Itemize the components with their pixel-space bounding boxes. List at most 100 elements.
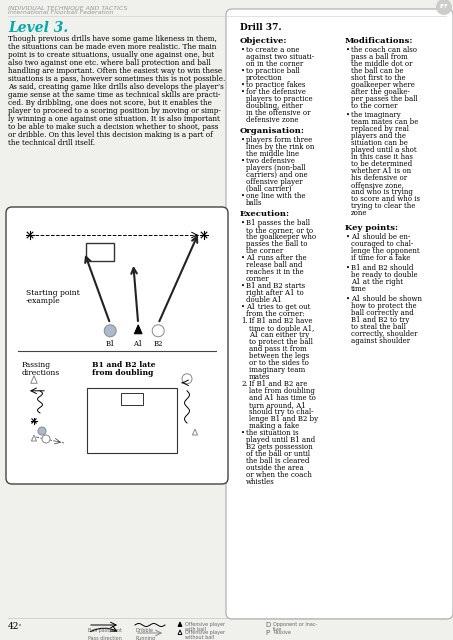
Text: (ball carrier): (ball carrier) bbox=[246, 185, 291, 193]
Text: 2.: 2. bbox=[241, 380, 248, 388]
Text: Running: Running bbox=[135, 636, 155, 640]
Text: lenge B1 and B2 by: lenge B1 and B2 by bbox=[249, 415, 318, 423]
Text: players and the: players and the bbox=[351, 132, 406, 140]
Text: Opponent or inac-: Opponent or inac- bbox=[273, 622, 317, 627]
Text: Drill 37.: Drill 37. bbox=[240, 23, 282, 32]
Text: Offensive player: Offensive player bbox=[185, 630, 225, 635]
Text: Starting point: Starting point bbox=[26, 289, 80, 297]
Text: A1 should be en-: A1 should be en- bbox=[351, 233, 410, 241]
Text: players form three: players form three bbox=[246, 136, 312, 144]
Text: if time for a fake: if time for a fake bbox=[351, 254, 410, 262]
Text: Though previous drills have some game likeness in them,: Though previous drills have some game li… bbox=[8, 35, 217, 43]
Polygon shape bbox=[134, 325, 142, 334]
Text: Passive: Passive bbox=[273, 630, 291, 635]
Text: to score and who is: to score and who is bbox=[351, 195, 420, 203]
Text: against two situati-: against two situati- bbox=[246, 53, 314, 61]
Text: balls: balls bbox=[246, 199, 262, 207]
Text: -example: -example bbox=[26, 297, 61, 305]
Text: B2: B2 bbox=[154, 340, 163, 348]
Text: ball correctly and: ball correctly and bbox=[351, 309, 414, 317]
Text: late from doubling: late from doubling bbox=[249, 387, 315, 395]
Text: •: • bbox=[346, 264, 350, 272]
Text: player to proceed to a scoring position by moving or simp-: player to proceed to a scoring position … bbox=[8, 107, 221, 115]
Text: to be able to make such a decision whether to shoot, pass: to be able to make such a decision wheth… bbox=[8, 123, 218, 131]
Text: to steal the ball: to steal the ball bbox=[351, 323, 406, 331]
Text: one line with the: one line with the bbox=[246, 192, 305, 200]
Text: •: • bbox=[18, 622, 22, 630]
Text: doubling, either: doubling, either bbox=[246, 102, 303, 110]
Text: two defensive: two defensive bbox=[246, 157, 295, 165]
Text: the middle dot or: the middle dot or bbox=[351, 60, 413, 68]
Text: •: • bbox=[241, 192, 245, 200]
Text: whether A1 is on: whether A1 is on bbox=[351, 167, 411, 175]
FancyBboxPatch shape bbox=[6, 207, 228, 484]
Text: the goalkeeper who: the goalkeeper who bbox=[246, 233, 316, 241]
Text: right after A1 to: right after A1 to bbox=[246, 289, 304, 297]
Text: B1 passes the ball: B1 passes the ball bbox=[246, 219, 310, 227]
Circle shape bbox=[38, 427, 46, 435]
Text: players (non-ball: players (non-ball bbox=[246, 164, 305, 172]
Text: imaginary team: imaginary team bbox=[249, 366, 305, 374]
Text: reaches it in the: reaches it in the bbox=[246, 268, 304, 276]
Text: B1 and B2 to try: B1 and B2 to try bbox=[351, 316, 410, 324]
Text: Offensive player: Offensive player bbox=[185, 622, 225, 627]
Text: zone: zone bbox=[351, 209, 367, 217]
Text: per passes the ball: per passes the ball bbox=[351, 95, 418, 103]
Text: to the corner, or to: to the corner, or to bbox=[246, 226, 313, 234]
Text: handling are important. Often the easiest way to win these: handling are important. Often the easies… bbox=[8, 67, 222, 75]
Text: Execution:: Execution: bbox=[240, 210, 290, 218]
Text: lines by the rink on: lines by the rink on bbox=[246, 143, 314, 151]
Text: be ready to double: be ready to double bbox=[351, 271, 418, 279]
Text: •: • bbox=[241, 81, 245, 89]
Text: corner: corner bbox=[246, 275, 270, 283]
Text: to the corner: to the corner bbox=[351, 102, 397, 110]
Text: mates: mates bbox=[249, 373, 270, 381]
Text: IFF: IFF bbox=[440, 4, 448, 10]
Text: ly winning a one against one situation. It is also important: ly winning a one against one situation. … bbox=[8, 115, 220, 123]
Text: A1 tries to get out: A1 tries to get out bbox=[246, 303, 310, 311]
Text: replaced by real: replaced by real bbox=[351, 125, 409, 133]
Text: the situation is: the situation is bbox=[246, 429, 299, 437]
Text: the ball is cleared: the ball is cleared bbox=[246, 457, 309, 465]
Text: A1: A1 bbox=[134, 340, 143, 348]
Text: to protect the ball: to protect the ball bbox=[249, 338, 313, 346]
Text: Objective:: Objective: bbox=[240, 37, 288, 45]
Text: Passing: Passing bbox=[22, 361, 51, 369]
Text: for the defensive: for the defensive bbox=[246, 88, 306, 96]
Polygon shape bbox=[193, 429, 198, 435]
Text: release ball and: release ball and bbox=[246, 261, 302, 269]
Text: on in the corner: on in the corner bbox=[246, 60, 303, 68]
Text: between the legs: between the legs bbox=[249, 352, 309, 360]
Text: from doubling: from doubling bbox=[92, 369, 154, 377]
Text: •: • bbox=[241, 254, 245, 262]
Text: situation can be: situation can be bbox=[351, 139, 408, 147]
Circle shape bbox=[152, 325, 164, 337]
Text: Key points:: Key points: bbox=[345, 224, 398, 232]
Text: against shoulder: against shoulder bbox=[351, 337, 410, 345]
Text: whistles: whistles bbox=[246, 478, 275, 486]
Text: INDIVIDUAL TECHNIQUE AND TACTICS: INDIVIDUAL TECHNIQUE AND TACTICS bbox=[8, 5, 127, 10]
Text: B1 and B2 late: B1 and B2 late bbox=[92, 361, 156, 369]
Text: Pass direction: Pass direction bbox=[88, 636, 122, 640]
Text: •: • bbox=[241, 46, 245, 54]
Polygon shape bbox=[178, 622, 182, 627]
Text: the ball can be: the ball can be bbox=[351, 67, 404, 75]
Text: A1 at the right: A1 at the right bbox=[351, 278, 403, 286]
Text: without ball: without ball bbox=[185, 635, 214, 640]
Text: shot first to the: shot first to the bbox=[351, 74, 405, 82]
Text: pass a ball from: pass a ball from bbox=[351, 53, 408, 61]
Text: As said, creating game like drills also develops the player’s: As said, creating game like drills also … bbox=[8, 83, 224, 91]
Text: the imaginary: the imaginary bbox=[351, 111, 401, 119]
Polygon shape bbox=[31, 435, 37, 441]
Text: should try to chal-: should try to chal- bbox=[249, 408, 313, 416]
Text: trying to clear the: trying to clear the bbox=[351, 202, 415, 210]
Text: game sense at the same time as technical skills are practi-: game sense at the same time as technical… bbox=[8, 91, 221, 99]
Text: •: • bbox=[241, 282, 245, 290]
Text: B1 and B2 starts: B1 and B2 starts bbox=[246, 282, 305, 290]
Text: 1.: 1. bbox=[241, 317, 248, 325]
Text: situations is a pass, however sometimes this is not possible.: situations is a pass, however sometimes … bbox=[8, 75, 225, 83]
Text: A1 should be shown: A1 should be shown bbox=[351, 295, 422, 303]
Bar bbox=[87, 388, 177, 453]
Text: from the corner:: from the corner: bbox=[246, 310, 305, 318]
Text: of the ball or until: of the ball or until bbox=[246, 450, 310, 458]
